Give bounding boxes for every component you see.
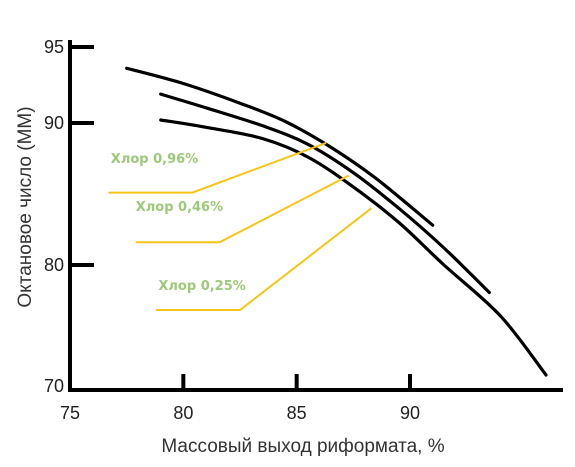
annotation-leader-2: [135, 174, 350, 244]
annotation-label-3: Хлор 0,25%: [158, 279, 245, 294]
y-axis-title: Октановое число (ММ): [15, 106, 36, 307]
series-lines: [125, 66, 548, 377]
axes: [68, 40, 563, 392]
annotation-leader-1: [108, 141, 327, 194]
series-line-2: [159, 92, 491, 295]
y-tick-label: 80: [44, 255, 64, 275]
series-line-1: [125, 66, 435, 227]
x-tick-label: 85: [287, 403, 307, 423]
annotations: Хлор 0,96% Хлор 0,46% Хлор 0,25%: [108, 141, 373, 311]
annotation-leader-3: [156, 207, 373, 311]
x-ticks: 75 80 85 90: [60, 374, 420, 423]
y-ticks: 70 80 90 95: [44, 37, 94, 396]
annotation-label-2: Хлор 0,46%: [136, 200, 223, 215]
x-tick-label: 80: [173, 403, 193, 423]
y-tick-label: 90: [44, 113, 64, 133]
x-tick-label: 75: [60, 403, 80, 423]
y-tick-label: 70: [44, 376, 64, 396]
annotation-label-1: Хлор 0,96%: [111, 152, 198, 167]
series-line-3: [159, 118, 548, 377]
x-tick-label: 90: [400, 403, 420, 423]
x-axis-title: Массовый выход риформата, %: [161, 436, 444, 457]
y-tick-label: 95: [44, 37, 64, 57]
